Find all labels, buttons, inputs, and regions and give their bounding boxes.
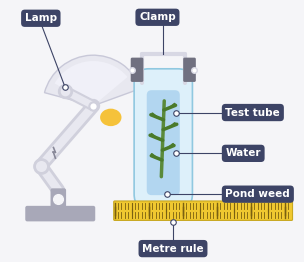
FancyBboxPatch shape [147,90,180,195]
Text: Test tube: Test tube [226,107,280,118]
Wedge shape [55,61,128,106]
Text: Water: Water [226,148,261,158]
FancyBboxPatch shape [131,58,143,82]
Text: Lamp: Lamp [25,13,57,23]
Text: Clamp: Clamp [139,12,176,22]
FancyBboxPatch shape [50,188,66,210]
FancyBboxPatch shape [25,206,95,221]
FancyBboxPatch shape [183,58,196,82]
FancyBboxPatch shape [114,201,292,220]
Ellipse shape [100,109,122,126]
Text: Metre rule: Metre rule [142,244,204,254]
Wedge shape [44,55,141,106]
Text: Pond weed: Pond weed [226,189,290,199]
FancyBboxPatch shape [134,69,192,209]
